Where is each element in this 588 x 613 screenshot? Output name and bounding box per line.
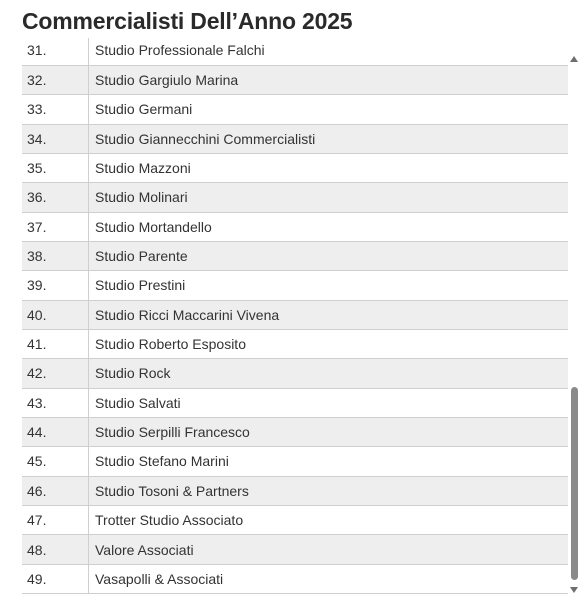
studio-name: Trotter Studio Associato [88,505,568,536]
studio-name: Studio Mazzoni [88,153,568,184]
table-row: 34. Studio Giannecchini Commercialisti [22,124,568,154]
rank-number: 31. [22,38,89,66]
studio-name: Studio Prestini [88,270,568,301]
table-row: 32. Studio Gargiulo Marina [22,65,568,96]
page-title: Commercialisti Dell’Anno 2025 [22,8,353,34]
rank-number: 44. [22,417,89,448]
studio-name: Studio Germani [88,94,568,125]
ranking-list-container[interactable]: 31. Studio Professionale Falchi 32. Studio … [22,38,568,598]
scroll-down-arrow-icon[interactable] [570,587,578,593]
table-row: 42. Studio Rock [22,358,568,389]
table-row: 33. Studio Germani [22,94,568,125]
rank-number: 36. [22,182,89,213]
rank-number: 35. [22,153,89,184]
table-row: 39. Studio Prestini [22,270,568,301]
rank-number: 45. [22,446,89,477]
studio-name: Studio Giannecchini Commercialisti [88,124,568,154]
rank-number: 32. [22,65,89,96]
rank-number: 42. [22,358,89,389]
ranking-table: 31. Studio Professionale Falchi 32. Studio … [22,38,568,595]
table-row: 31. Studio Professionale Falchi [22,38,568,66]
studio-name: Vasapolli & Associati [88,564,568,595]
table-row: 40. Studio Ricci Maccarini Vivena [22,300,568,330]
rank-number: 33. [22,94,89,125]
studio-name: Studio Serpilli Francesco [88,417,568,448]
studio-name: Studio Stefano Marini [88,446,568,477]
table-row: 49. Vasapolli & Associati [22,564,568,595]
table-row: 44. Studio Serpilli Francesco [22,417,568,448]
table-row: 47. Trotter Studio Associato [22,505,568,536]
studio-name: Studio Professionale Falchi [88,38,568,66]
scroll-up-arrow-icon[interactable] [570,56,578,62]
studio-name: Studio Ricci Maccarini Vivena [88,300,568,330]
rank-number: 41. [22,329,89,360]
table-row: 38. Studio Parente [22,241,568,272]
table-row: 46. Studio Tosoni & Partners [22,476,568,507]
rank-number: 46. [22,476,89,507]
table-row: 45. Studio Stefano Marini [22,446,568,477]
table-row: 41. Studio Roberto Esposito [22,329,568,360]
table-row: 48. Valore Associati [22,534,568,565]
studio-name: Studio Molinari [88,182,568,213]
table-row: 43. Studio Salvati [22,388,568,418]
rank-number: 47. [22,505,89,536]
scrollbar-thumb[interactable] [571,387,578,580]
table-row: 36. Studio Molinari [22,182,568,213]
rank-number: 34. [22,124,89,154]
rank-number: 40. [22,300,89,330]
ranking-table-body: 31. Studio Professionale Falchi 32. Studio … [22,38,568,595]
studio-name: Studio Parente [88,241,568,272]
rank-number: 48. [22,534,89,565]
rank-number: 43. [22,388,89,418]
studio-name: Studio Salvati [88,388,568,418]
rank-number: 38. [22,241,89,272]
rank-number: 37. [22,212,89,242]
table-row: 35. Studio Mazzoni [22,153,568,184]
studio-name: Valore Associati [88,534,568,565]
rank-number: 49. [22,564,89,595]
studio-name: Studio Roberto Esposito [88,329,568,360]
rank-number: 39. [22,270,89,301]
table-row: 37. Studio Mortandello [22,212,568,242]
studio-name: Studio Gargiulo Marina [88,65,568,96]
studio-name: Studio Mortandello [88,212,568,242]
studio-name: Studio Tosoni & Partners [88,476,568,507]
vertical-scrollbar[interactable] [568,56,580,593]
studio-name: Studio Rock [88,358,568,389]
